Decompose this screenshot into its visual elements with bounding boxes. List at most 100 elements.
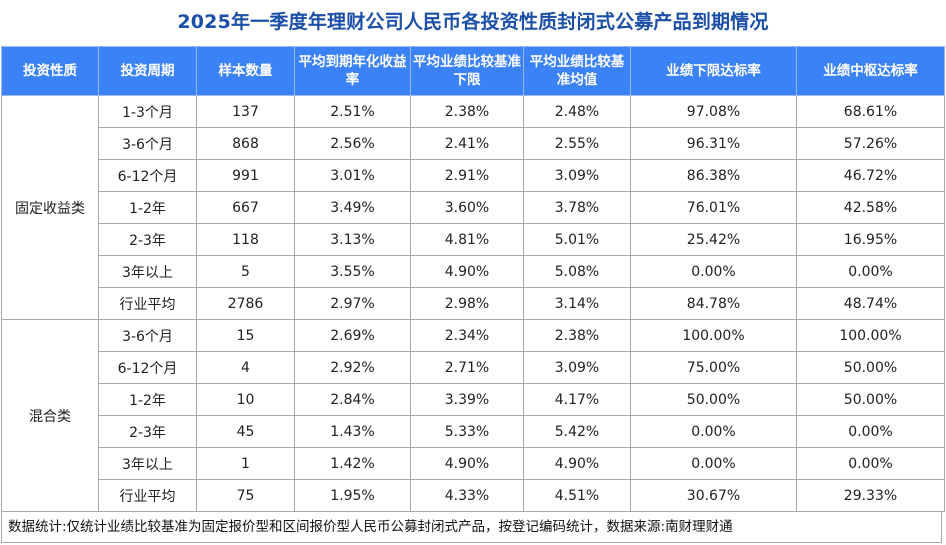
median-rate-cell: 29.33% xyxy=(796,479,945,512)
avg-yield-cell: 1.43% xyxy=(294,415,411,448)
avg-yield-cell: 3.55% xyxy=(294,255,411,288)
table-row: 3年以上 5 3.55% 4.90% 5.08% 0.00% 0.00% xyxy=(2,255,945,288)
lower-rate-cell: 0.00% xyxy=(630,447,797,480)
benchmark-mean-cell: 5.01% xyxy=(523,223,631,256)
sample-count-cell: 75 xyxy=(196,479,295,512)
benchmark-mean-cell: 2.38% xyxy=(523,319,631,352)
benchmark-lower-cell: 4.33% xyxy=(410,479,524,512)
sample-count-cell: 1 xyxy=(196,447,295,480)
period-cell: 6-12个月 xyxy=(98,351,197,384)
investment-type-cell: 混合类 xyxy=(1,319,99,512)
benchmark-mean-cell: 4.17% xyxy=(523,383,631,416)
benchmark-mean-cell: 3.09% xyxy=(523,159,631,192)
median-rate-cell: 57.26% xyxy=(796,127,945,160)
sample-count-cell: 4 xyxy=(196,351,295,384)
median-rate-cell: 68.61% xyxy=(796,95,945,128)
period-cell: 2-3年 xyxy=(98,415,197,448)
median-rate-cell: 100.00% xyxy=(796,319,945,352)
median-rate-cell: 0.00% xyxy=(796,255,945,288)
avg-yield-cell: 3.49% xyxy=(294,191,411,224)
table-row: 2-3年 118 3.13% 4.81% 5.01% 25.42% 16.95% xyxy=(2,223,945,256)
benchmark-lower-cell: 2.41% xyxy=(410,127,524,160)
table-row: 3-6个月 868 2.56% 2.41% 2.55% 96.31% 57.26% xyxy=(2,127,945,160)
table-body: 固定收益类 1-3个月 137 2.51% 2.38% 2.48% 97.08% 68.61%… xyxy=(1,95,945,512)
sample-count-cell: 118 xyxy=(196,223,295,256)
table-row: 混合类 3-6个月 15 2.69% 2.34% 2.38% 100.00% 100.00% xyxy=(1,319,945,512)
period-cell: 3年以上 xyxy=(98,255,197,288)
table-header-row: 投资性质 投资周期 样本数量 平均到期年化收益率 平均业绩比较基准下限 平均业绩… xyxy=(1,46,945,96)
lower-rate-cell: 76.01% xyxy=(630,191,797,224)
benchmark-lower-cell: 3.60% xyxy=(410,191,524,224)
sample-count-cell: 137 xyxy=(196,95,295,128)
benchmark-mean-cell: 4.51% xyxy=(523,479,631,512)
benchmark-lower-cell: 2.38% xyxy=(410,95,524,128)
avg-yield-cell: 2.56% xyxy=(294,127,411,160)
header-avg-benchmark-mean: 平均业绩比较基准均值 xyxy=(523,46,631,96)
period-cell: 1-2年 xyxy=(98,191,197,224)
median-rate-cell: 0.00% xyxy=(796,415,945,448)
sample-count-cell: 45 xyxy=(196,415,295,448)
benchmark-mean-cell: 5.08% xyxy=(523,255,631,288)
benchmark-lower-cell: 2.98% xyxy=(410,287,524,320)
period-cell: 3-6个月 xyxy=(98,319,197,352)
benchmark-lower-cell: 2.91% xyxy=(410,159,524,192)
avg-yield-cell: 3.13% xyxy=(294,223,411,256)
avg-yield-cell: 2.97% xyxy=(294,287,411,320)
header-investment-period: 投资周期 xyxy=(98,46,197,96)
benchmark-mean-cell: 5.42% xyxy=(523,415,631,448)
period-cell: 行业平均 xyxy=(98,287,197,320)
lower-rate-cell: 0.00% xyxy=(630,255,797,288)
footnote: 数据统计:仅统计业绩比较基准为固定报价型和区间报价型人民币公募封闭式产品，按登记… xyxy=(1,512,942,543)
benchmark-mean-cell: 3.09% xyxy=(523,351,631,384)
median-rate-cell: 42.58% xyxy=(796,191,945,224)
table-row: 行业平均 2786 2.97% 2.98% 3.14% 84.78% 48.74% xyxy=(2,287,945,320)
sample-count-cell: 2786 xyxy=(196,287,295,320)
lower-rate-cell: 100.00% xyxy=(630,319,797,352)
sample-count-cell: 667 xyxy=(196,191,295,224)
median-rate-cell: 0.00% xyxy=(796,447,945,480)
table-row: 固定收益类 1-3个月 137 2.51% 2.38% 2.48% 97.08% 68.61% xyxy=(1,95,945,320)
avg-yield-cell: 1.95% xyxy=(294,479,411,512)
header-median-rate: 业绩中枢达标率 xyxy=(796,46,945,96)
sample-count-cell: 5 xyxy=(196,255,295,288)
page-title: 2025年一季度年理财公司人民币各投资性质封闭式公募产品到期情况 xyxy=(177,11,769,33)
benchmark-lower-cell: 5.33% xyxy=(410,415,524,448)
avg-yield-cell: 3.01% xyxy=(294,159,411,192)
lower-rate-cell: 97.08% xyxy=(630,95,797,128)
table-row: 6-12个月 991 3.01% 2.91% 3.09% 86.38% 46.72% xyxy=(2,159,945,192)
investment-type-cell: 固定收益类 xyxy=(1,95,99,320)
header-avg-benchmark-lower: 平均业绩比较基准下限 xyxy=(410,46,524,96)
table-row: 1-2年 667 3.49% 3.60% 3.78% 76.01% 42.58% xyxy=(2,191,945,224)
benchmark-lower-cell: 2.34% xyxy=(410,319,524,352)
sample-count-cell: 991 xyxy=(196,159,295,192)
median-rate-cell: 16.95% xyxy=(796,223,945,256)
period-cell: 6-12个月 xyxy=(98,159,197,192)
header-avg-annual-yield: 平均到期年化收益率 xyxy=(294,46,411,96)
period-cell: 2-3年 xyxy=(98,223,197,256)
benchmark-lower-cell: 2.71% xyxy=(410,351,524,384)
period-cell: 3-6个月 xyxy=(98,127,197,160)
avg-yield-cell: 2.69% xyxy=(294,319,411,352)
benchmark-lower-cell: 4.90% xyxy=(410,255,524,288)
table-row: 行业平均 75 1.95% 4.33% 4.51% 30.67% 29.33% xyxy=(2,479,945,512)
header-investment-type: 投资性质 xyxy=(1,46,99,96)
period-cell: 行业平均 xyxy=(98,479,197,512)
lower-rate-cell: 96.31% xyxy=(630,127,797,160)
sample-count-cell: 15 xyxy=(196,319,295,352)
sample-count-cell: 10 xyxy=(196,383,295,416)
benchmark-mean-cell: 4.90% xyxy=(523,447,631,480)
benchmark-lower-cell: 4.81% xyxy=(410,223,524,256)
sample-count-cell: 868 xyxy=(196,127,295,160)
lower-rate-cell: 75.00% xyxy=(630,351,797,384)
period-cell: 1-2年 xyxy=(98,383,197,416)
period-cell: 3年以上 xyxy=(98,447,197,480)
header-lower-bound-rate: 业绩下限达标率 xyxy=(630,46,797,96)
benchmark-lower-cell: 3.39% xyxy=(410,383,524,416)
lower-rate-cell: 84.78% xyxy=(630,287,797,320)
benchmark-lower-cell: 4.90% xyxy=(410,447,524,480)
median-rate-cell: 48.74% xyxy=(796,287,945,320)
benchmark-mean-cell: 2.55% xyxy=(523,127,631,160)
avg-yield-cell: 2.92% xyxy=(294,351,411,384)
avg-yield-cell: 2.84% xyxy=(294,383,411,416)
